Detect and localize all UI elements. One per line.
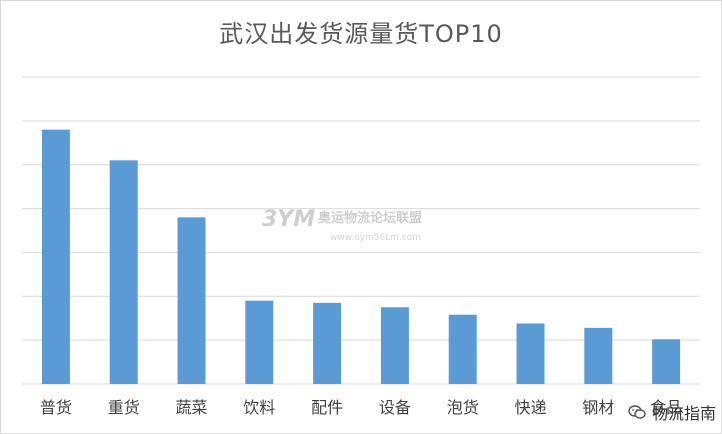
bar-9 — [652, 339, 681, 384]
category-label: 普货 — [40, 398, 72, 417]
category-label: 钢材 — [582, 398, 614, 417]
bar-8 — [584, 327, 613, 384]
category-label: 饮料 — [243, 398, 275, 417]
bar-4 — [313, 302, 342, 384]
bar-7 — [516, 323, 545, 384]
watermark: 3YM 奥运物流论坛联盟 www.oym56Lm.com — [262, 207, 422, 243]
bar-6 — [448, 314, 477, 384]
chart-title: 武汉出发货源量货TOP10 — [219, 20, 503, 48]
category-label: 蔬菜 — [175, 398, 207, 417]
category-label: 配件 — [311, 398, 343, 417]
bar-1 — [109, 160, 138, 384]
category-label: 快递 — [514, 398, 546, 417]
category-label: 重货 — [108, 398, 140, 417]
wechat-icon — [628, 404, 646, 420]
bar-3 — [245, 300, 274, 384]
watermark-name: 奥运物流论坛联盟 — [318, 210, 422, 226]
watermark-logo: 3YM — [262, 207, 315, 232]
watermark-url: www.oym56Lm.com — [330, 233, 421, 243]
wechat-account-badge: 物流指南 — [628, 400, 716, 424]
bars — [41, 129, 681, 384]
category-label: 设备 — [379, 398, 411, 417]
category-labels: 普货 重货 蔬菜 饮料 配件 设备 泡货 快递 钢材 食品 — [40, 398, 682, 417]
bar-2 — [177, 217, 206, 384]
badge-label: 物流指南 — [651, 404, 716, 423]
bar-5 — [380, 307, 409, 384]
bar-0 — [41, 129, 70, 384]
category-label: 食品 — [650, 398, 682, 417]
category-label: 泡货 — [447, 398, 479, 417]
